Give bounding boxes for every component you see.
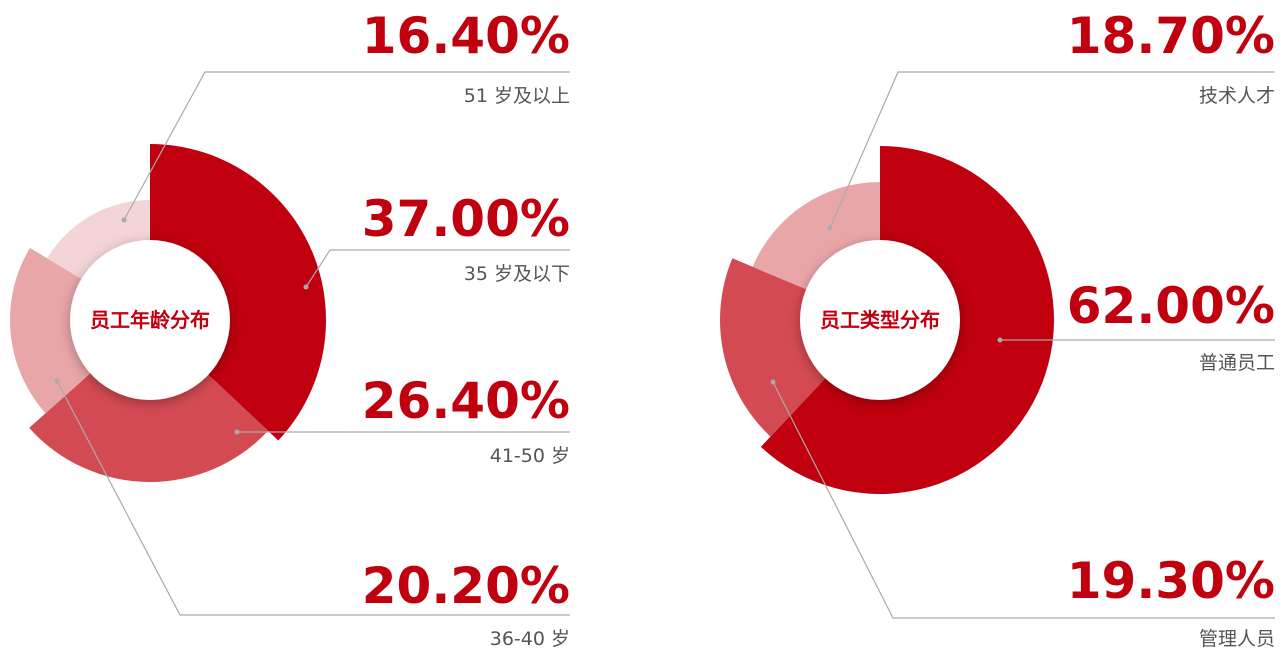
value-label: 16.40% bbox=[362, 7, 570, 65]
value-label: 19.30% bbox=[1067, 552, 1275, 610]
leader-dot bbox=[54, 378, 60, 384]
leader-dot bbox=[997, 337, 1003, 343]
leader-line bbox=[772, 381, 1275, 619]
category-label: 35 岁及以下 bbox=[464, 263, 570, 285]
leader-dot bbox=[121, 217, 127, 223]
pie-slice bbox=[150, 144, 326, 441]
leader-line bbox=[305, 249, 570, 288]
leader-dot bbox=[303, 284, 309, 290]
center-disc bbox=[70, 240, 230, 400]
value-label: 20.20% bbox=[362, 557, 570, 615]
center-disc bbox=[800, 240, 960, 400]
category-label: 36-40 岁 bbox=[490, 628, 570, 650]
center-title: 员工类型分布 bbox=[820, 308, 940, 332]
leader-dot bbox=[827, 225, 833, 231]
category-label: 普通员工 bbox=[1199, 352, 1275, 374]
leader-line bbox=[56, 380, 570, 616]
value-label: 18.70% bbox=[1067, 7, 1275, 65]
leader-line bbox=[829, 71, 1275, 229]
category-label: 技术人才 bbox=[1199, 85, 1275, 107]
leader-line bbox=[123, 71, 570, 221]
value-label: 62.00% bbox=[1067, 277, 1275, 335]
leader-dot bbox=[234, 429, 240, 435]
value-label: 37.00% bbox=[362, 190, 570, 248]
center-title: 员工年龄分布 bbox=[90, 308, 210, 332]
category-label: 管理人员 bbox=[1199, 628, 1275, 650]
category-label: 41-50 岁 bbox=[490, 445, 570, 467]
category-label: 51 岁及以上 bbox=[464, 85, 570, 107]
pie-slice bbox=[719, 258, 880, 437]
value-label: 26.40% bbox=[362, 372, 570, 430]
leader-dot bbox=[770, 379, 776, 385]
